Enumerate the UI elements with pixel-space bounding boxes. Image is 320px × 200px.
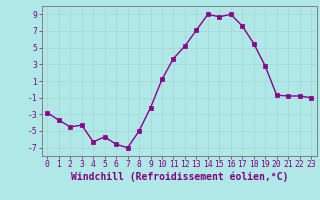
X-axis label: Windchill (Refroidissement éolien,°C): Windchill (Refroidissement éolien,°C): [70, 172, 288, 182]
